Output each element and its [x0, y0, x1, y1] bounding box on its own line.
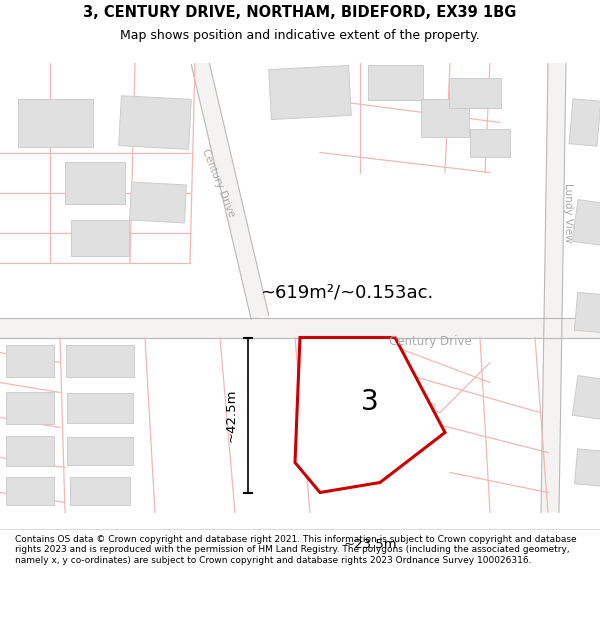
Bar: [17, 99, 92, 146]
Polygon shape: [541, 62, 566, 512]
Bar: [569, 99, 600, 146]
Text: Contains OS data © Crown copyright and database right 2021. This information is : Contains OS data © Crown copyright and d…: [15, 535, 577, 565]
Bar: [65, 161, 125, 204]
Bar: [67, 392, 133, 422]
Text: 3: 3: [361, 389, 379, 416]
Bar: [421, 99, 469, 136]
Bar: [572, 376, 600, 419]
Bar: [325, 357, 385, 408]
Text: ~23.5m: ~23.5m: [343, 538, 397, 551]
Bar: [269, 66, 351, 119]
Text: ~42.5m: ~42.5m: [225, 388, 238, 442]
Bar: [572, 199, 600, 246]
Text: 3, CENTURY DRIVE, NORTHAM, BIDEFORD, EX39 1BG: 3, CENTURY DRIVE, NORTHAM, BIDEFORD, EX3…: [83, 5, 517, 20]
Polygon shape: [295, 338, 445, 492]
Text: Lundy View: Lundy View: [563, 182, 573, 243]
Bar: [367, 65, 422, 100]
Text: Century Drive: Century Drive: [389, 334, 472, 348]
Bar: [71, 219, 129, 256]
Bar: [470, 129, 510, 156]
Bar: [449, 78, 501, 108]
Bar: [6, 476, 54, 504]
Bar: [119, 96, 191, 149]
Text: Century Drive: Century Drive: [200, 147, 236, 218]
Bar: [6, 391, 54, 424]
Polygon shape: [191, 61, 269, 319]
Bar: [574, 292, 600, 332]
Bar: [67, 436, 133, 464]
Text: ~619m²/~0.153ac.: ~619m²/~0.153ac.: [260, 284, 433, 301]
Bar: [6, 344, 54, 376]
Bar: [0, 318, 600, 338]
Bar: [70, 476, 130, 504]
Bar: [66, 344, 134, 376]
Bar: [575, 449, 600, 486]
Bar: [6, 436, 54, 466]
Bar: [130, 182, 187, 223]
Text: Map shows position and indicative extent of the property.: Map shows position and indicative extent…: [120, 29, 480, 42]
Bar: [395, 401, 435, 434]
